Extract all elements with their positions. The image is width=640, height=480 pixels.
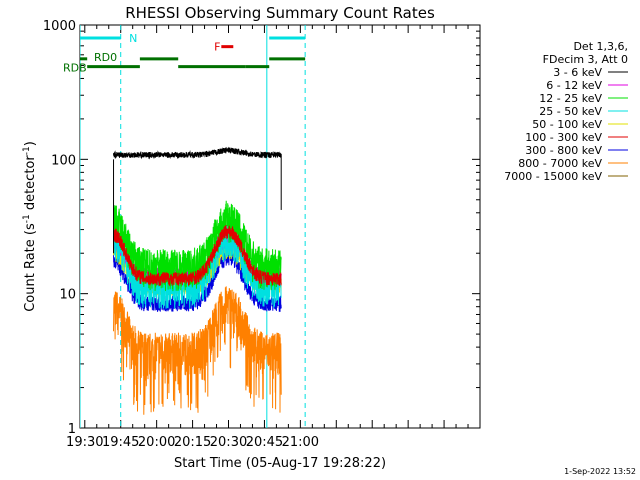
- legend-header: Det 1,3,6,: [573, 40, 628, 53]
- legend-label: 100 - 300 keV: [525, 131, 602, 144]
- flag-label: RD0: [94, 51, 117, 64]
- legend-label: 3 - 6 keV: [553, 66, 602, 79]
- footer-date: 1-Sep-2022 13:52: [564, 467, 636, 476]
- y-tick-label: 100: [51, 153, 76, 168]
- legend-label: 25 - 50 keV: [539, 105, 602, 118]
- series-line-5: [113, 225, 282, 286]
- x-tick-label: 20:15: [174, 435, 211, 450]
- plot-area: [80, 25, 306, 428]
- y-axis-label: Count Rate (s-1 detector-1): [22, 141, 38, 312]
- x-tick-label: 21:00: [282, 435, 319, 450]
- legend-label: 800 - 7000 keV: [518, 157, 602, 170]
- flag-label: RDB: [63, 62, 87, 75]
- x-tick-label: 19:30: [66, 435, 103, 450]
- legend-label: 300 - 800 keV: [525, 144, 602, 157]
- x-tick-label: 19:45: [102, 435, 139, 450]
- x-tick-label: 20:00: [138, 435, 175, 450]
- legend-header: FDecim 3, Att 0: [543, 53, 628, 66]
- y-tick-label: 1: [68, 422, 76, 437]
- y-tick-label: 10: [59, 288, 76, 303]
- chart-title: RHESSI Observing Summary Count Rates: [125, 4, 435, 22]
- x-axis-label: Start Time (05-Aug-17 19:28:22): [174, 456, 386, 471]
- y-tick-label: 1000: [43, 19, 76, 34]
- x-tick-label: 20:30: [210, 435, 247, 450]
- legend-label: 7000 - 15000 keV: [504, 170, 602, 183]
- series-line-7: [113, 286, 282, 415]
- series-line-0: [113, 146, 282, 160]
- flag-label: N: [129, 32, 137, 45]
- legend-label: 6 - 12 keV: [546, 79, 602, 92]
- legend-label: 50 - 100 keV: [532, 118, 602, 131]
- legend-label: 12 - 25 keV: [539, 92, 602, 105]
- flag-label: F: [214, 41, 220, 54]
- x-tick-label: 20:45: [246, 435, 283, 450]
- series-line-2: [113, 200, 282, 292]
